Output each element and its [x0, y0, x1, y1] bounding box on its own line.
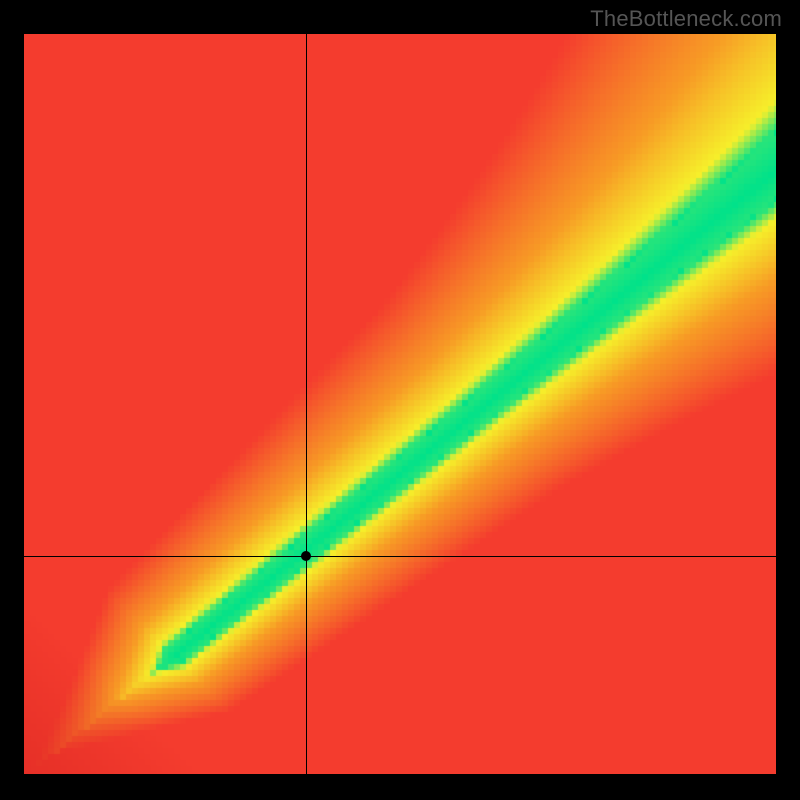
- crosshair-marker: [301, 551, 311, 561]
- plot-frame: [24, 34, 776, 774]
- chart-container: TheBottleneck.com: [0, 0, 800, 800]
- watermark-text: TheBottleneck.com: [590, 6, 782, 32]
- heatmap-canvas: [24, 34, 776, 774]
- crosshair-horizontal: [24, 556, 776, 557]
- crosshair-vertical: [306, 34, 307, 774]
